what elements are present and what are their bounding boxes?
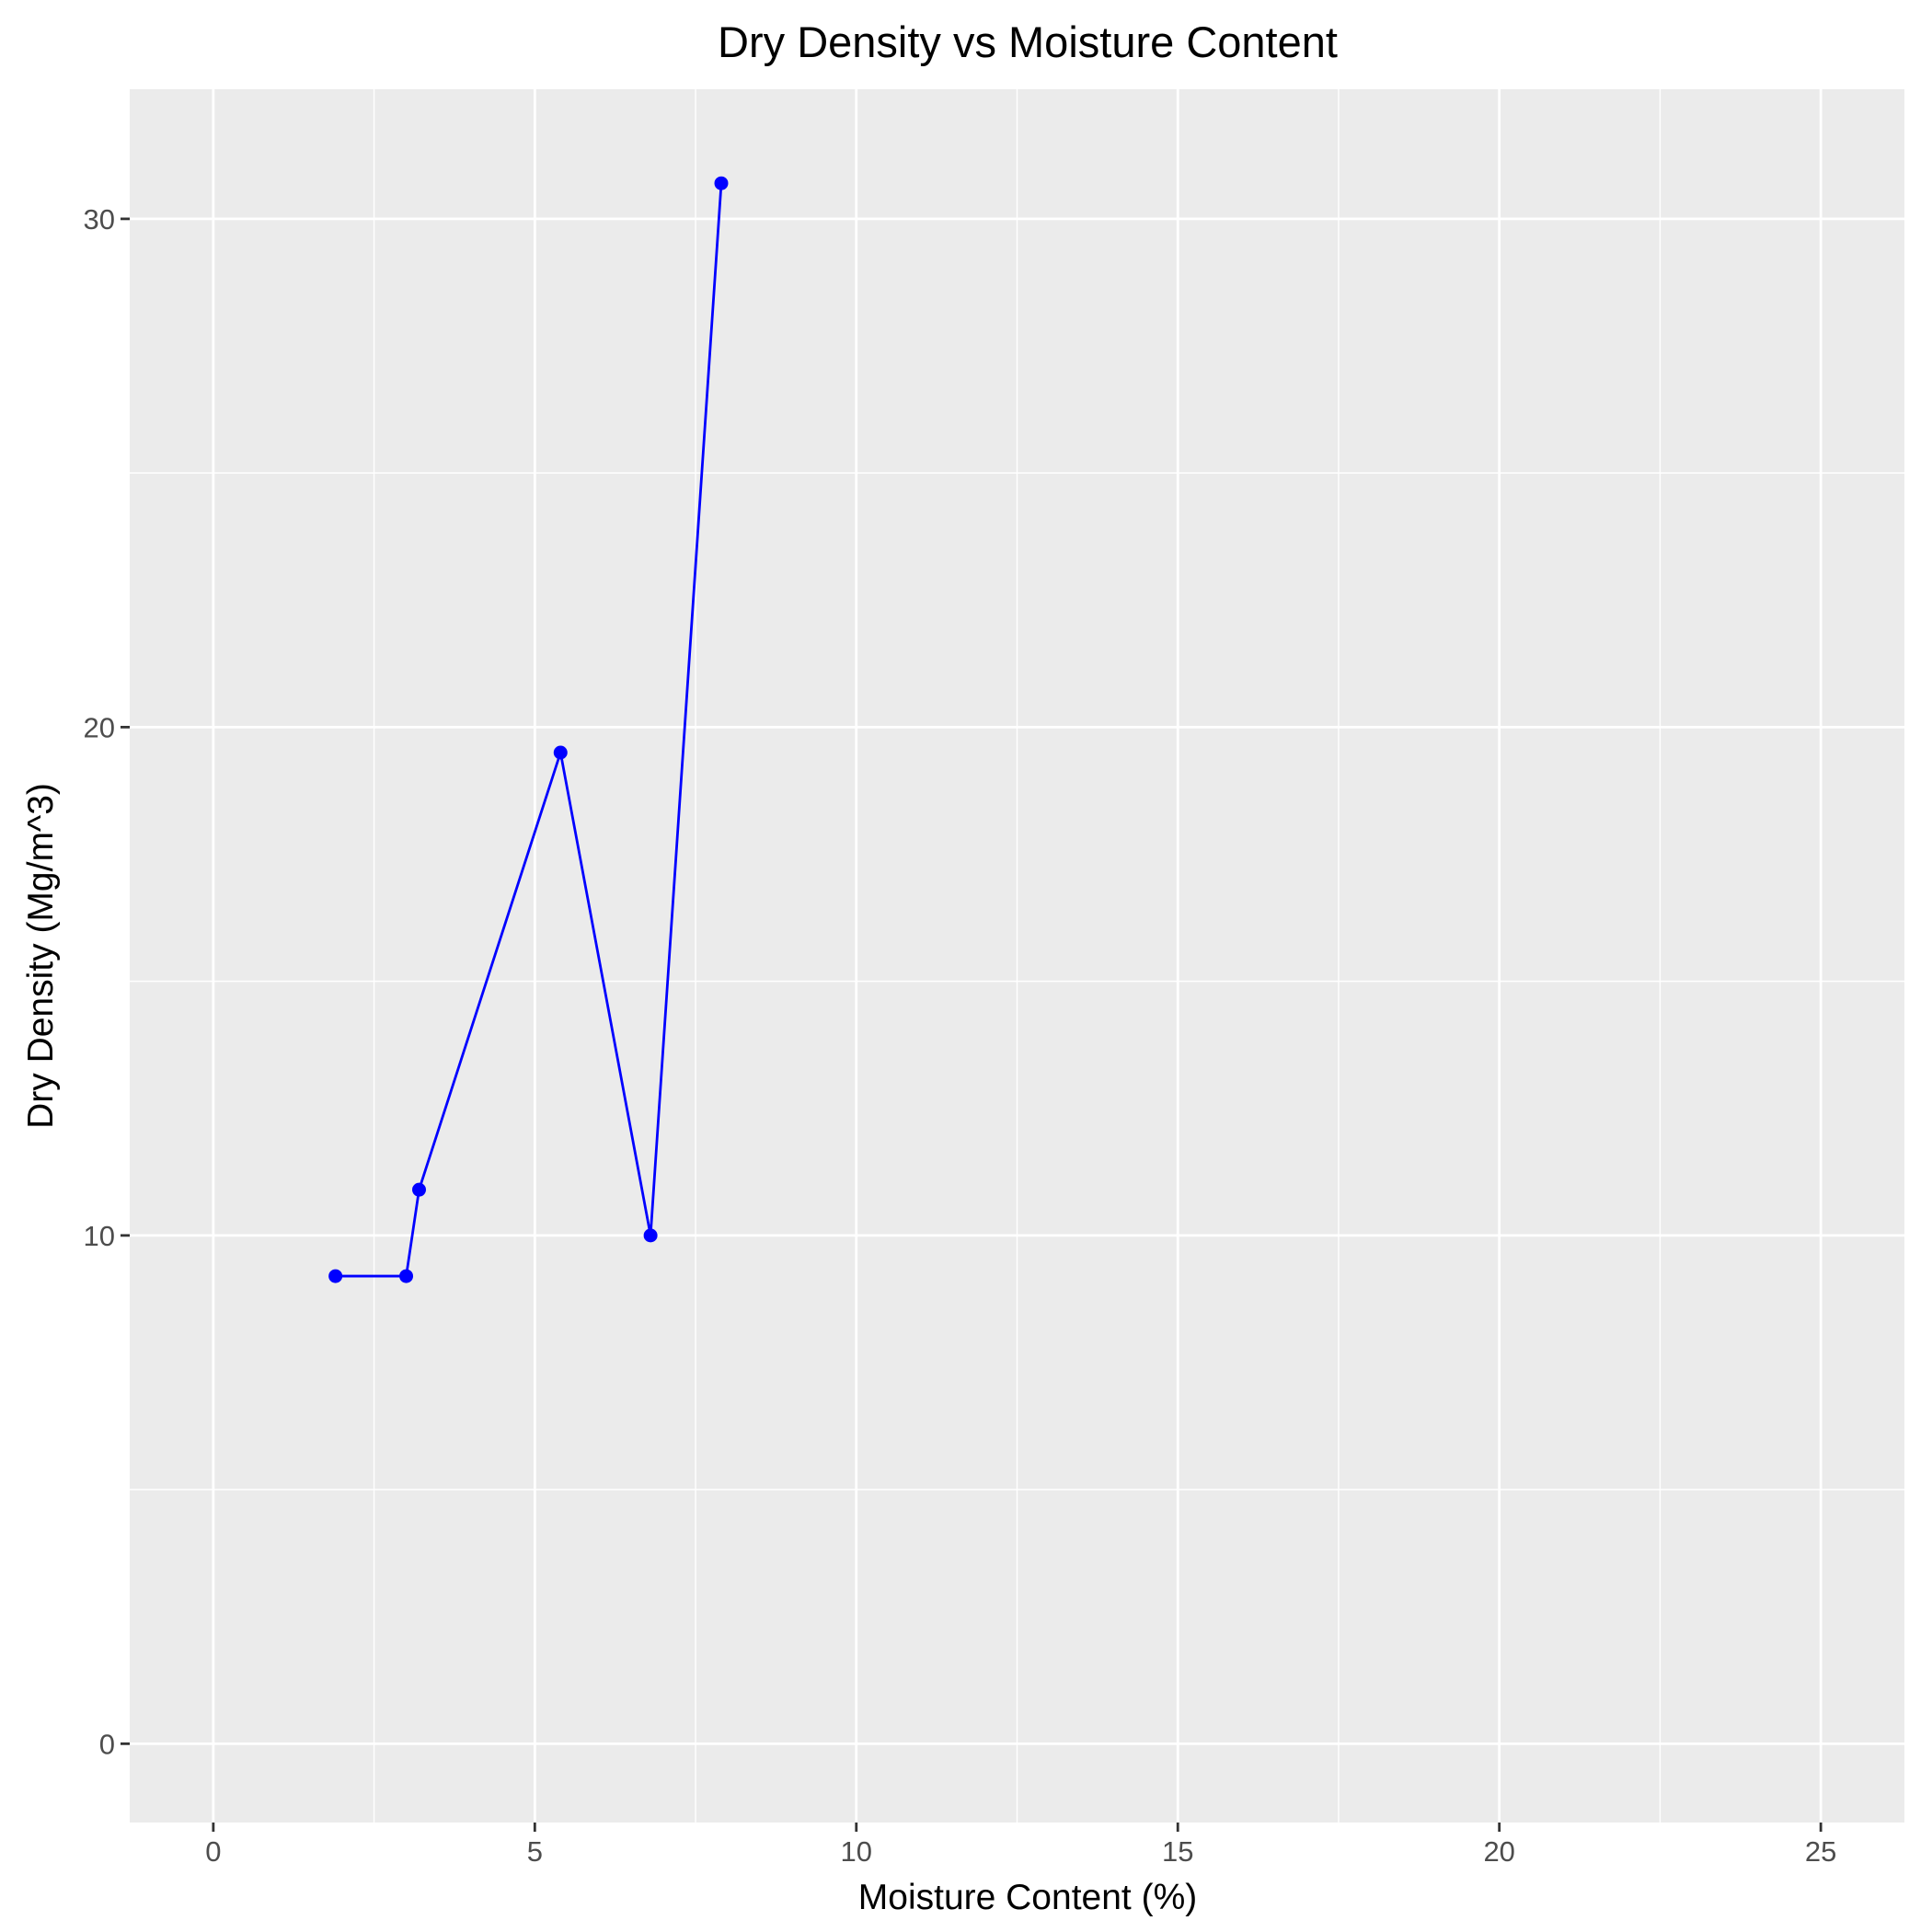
chart-title: Dry Density vs Moisture Content <box>718 17 1338 66</box>
y-tick-label: 20 <box>84 711 115 743</box>
series-layer <box>328 176 729 1283</box>
data-point <box>553 745 568 760</box>
x-tick-label: 10 <box>841 1835 872 1868</box>
x-axis-title: Moisture Content (%) <box>858 1878 1197 1917</box>
x-tick-label: 5 <box>527 1835 543 1868</box>
grid-lines <box>130 89 1904 1823</box>
y-tick-label: 30 <box>84 203 115 236</box>
data-point <box>643 1228 658 1243</box>
y-axis-title: Dry Density (Mg/m^3) <box>21 783 61 1129</box>
y-tick-label: 10 <box>84 1220 115 1252</box>
data-point <box>328 1269 343 1283</box>
series-line <box>335 183 723 1278</box>
data-point <box>714 176 729 190</box>
y-tick-label: 0 <box>99 1728 115 1760</box>
x-tick-label: 15 <box>1162 1835 1193 1868</box>
x-tick-label: 25 <box>1805 1835 1836 1868</box>
axes: 0 5 10 15 20 25 0 10 20 30 <box>84 203 1837 1868</box>
x-tick-label: 0 <box>205 1835 221 1868</box>
x-tick-label: 20 <box>1483 1835 1514 1868</box>
data-point <box>399 1269 414 1283</box>
data-point <box>412 1182 427 1197</box>
